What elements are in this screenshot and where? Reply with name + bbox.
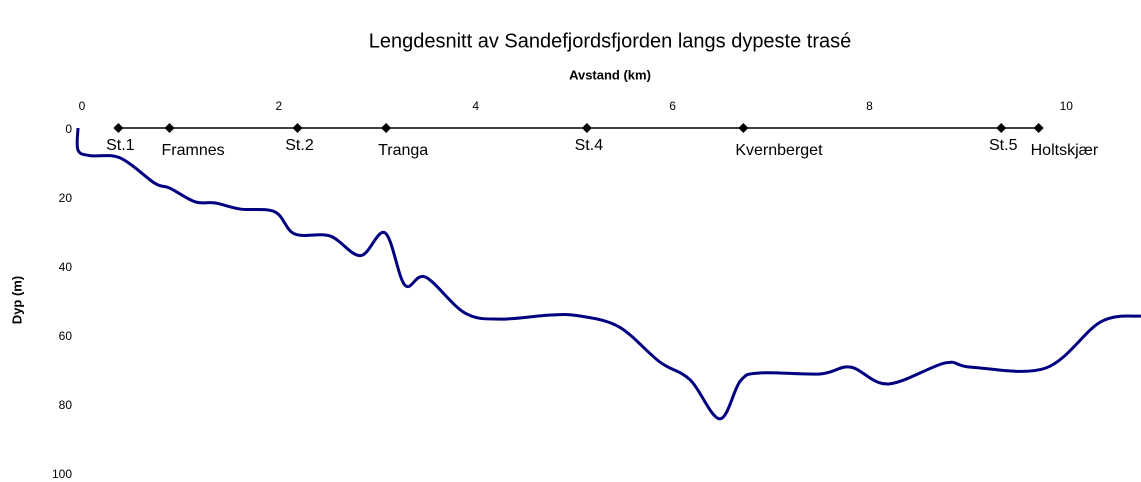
chart-title: Lengdesnitt av Sandefjordsfjorden langs … (369, 30, 852, 52)
station-marker (113, 123, 124, 133)
x-axis-label: Avstand (km) (569, 67, 651, 82)
x-tick-label: 2 (276, 99, 283, 113)
y-axis-label: Dyp (m) (9, 276, 24, 324)
x-tick-label: 6 (669, 99, 676, 113)
y-tick-label: 20 (59, 191, 73, 205)
y-tick-label: 0 (65, 122, 72, 136)
station-marker (381, 123, 392, 133)
station-label: Holtskjær (1031, 142, 1099, 159)
station-marker (164, 123, 175, 133)
station-label: St.1 (106, 137, 135, 154)
depth-line (75, 127, 1141, 421)
station-marker (1033, 123, 1044, 133)
station-label: Framnes (162, 142, 225, 159)
station-marker (292, 123, 303, 133)
station-label: St.5 (989, 137, 1018, 154)
y-tick-label: 40 (59, 260, 73, 274)
x-tick-label: 0 (79, 99, 86, 113)
x-tick-label: 10 (1060, 99, 1074, 113)
station-label: St.4 (575, 137, 604, 154)
x-tick-label: 4 (472, 99, 479, 113)
y-tick-label: 100 (52, 467, 72, 481)
x-tick-label: 8 (866, 99, 873, 113)
station-label: Tranga (378, 142, 428, 159)
station-label: Kvernberget (735, 142, 823, 159)
y-tick-label: 80 (59, 398, 73, 412)
station-marker (581, 123, 592, 133)
station-marker (738, 123, 749, 133)
y-tick-label: 60 (59, 329, 73, 343)
station-label: St.2 (285, 137, 314, 154)
station-marker (996, 123, 1007, 133)
